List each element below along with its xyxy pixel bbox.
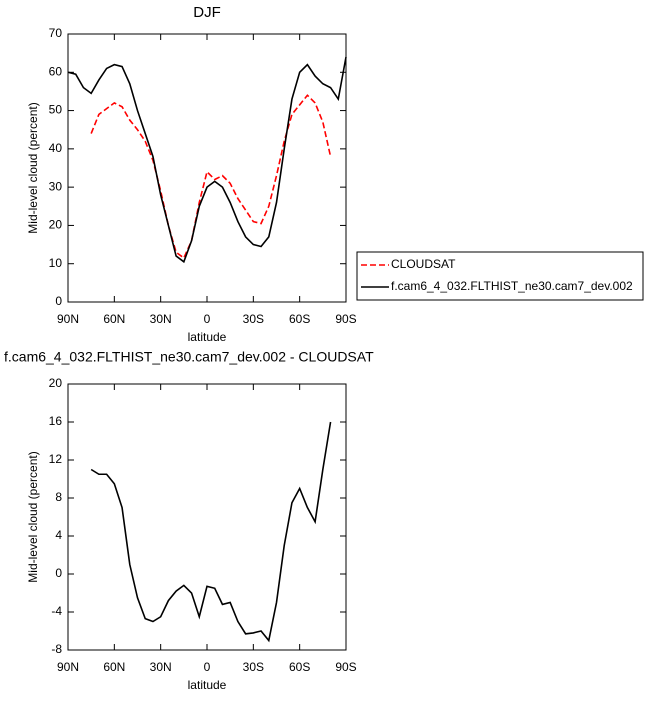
plot-frame [67,33,347,303]
x-axis-label: latitude [188,678,227,692]
x-tick-label: 90S [335,660,356,674]
data-line [90,421,332,643]
y-tick-label: 4 [55,528,62,542]
x-tick-label: 90N [57,312,79,326]
x-tick-label: 30N [150,660,172,674]
x-tick-label: 60N [103,660,125,674]
y-tick-label: 20 [49,376,63,390]
legend-box [356,251,644,301]
x-tick-label: 60S [289,312,310,326]
chart-title: DJF [193,4,221,21]
y-tick-label: -4 [51,604,62,618]
y-tick-label: 0 [55,294,62,308]
y-tick-label: -8 [51,642,62,656]
y-tick-label: 8 [55,490,62,504]
x-tick-label: 60S [289,660,310,674]
x-tick-label: 30N [150,312,172,326]
y-tick-label: 12 [49,452,63,466]
legend-label: CLOUDSAT [391,257,456,271]
chart-title: f.cam6_4_032.FLTHIST_ne30.cam7_dev.002 -… [4,349,374,365]
legend-label: f.cam6_4_032.FLTHIST_ne30.cam7_dev.002 [391,279,633,293]
y-axis-label: Mid-level cloud (percent) [26,451,40,582]
data-line [90,94,332,260]
x-tick-label: 0 [204,312,211,326]
y-tick-label: 20 [49,218,63,232]
x-axis-label: latitude [188,330,227,344]
x-tick-label: 0 [204,660,211,674]
plot-frame [67,383,347,651]
y-tick-label: 70 [49,26,63,40]
x-tick-label: 30S [243,660,264,674]
data-line [67,56,347,264]
y-tick-label: 40 [49,141,63,155]
x-tick-label: 60N [103,312,125,326]
y-tick-label: 60 [49,64,63,78]
y-tick-label: 50 [49,103,63,117]
x-tick-label: 30S [243,312,264,326]
y-tick-label: 16 [49,414,63,428]
y-axis-label: Mid-level cloud (percent) [26,102,40,233]
y-tick-label: 10 [49,256,63,270]
x-tick-label: 90N [57,660,79,674]
y-tick-label: 30 [49,179,63,193]
y-tick-label: 0 [55,566,62,580]
x-tick-label: 90S [335,312,356,326]
